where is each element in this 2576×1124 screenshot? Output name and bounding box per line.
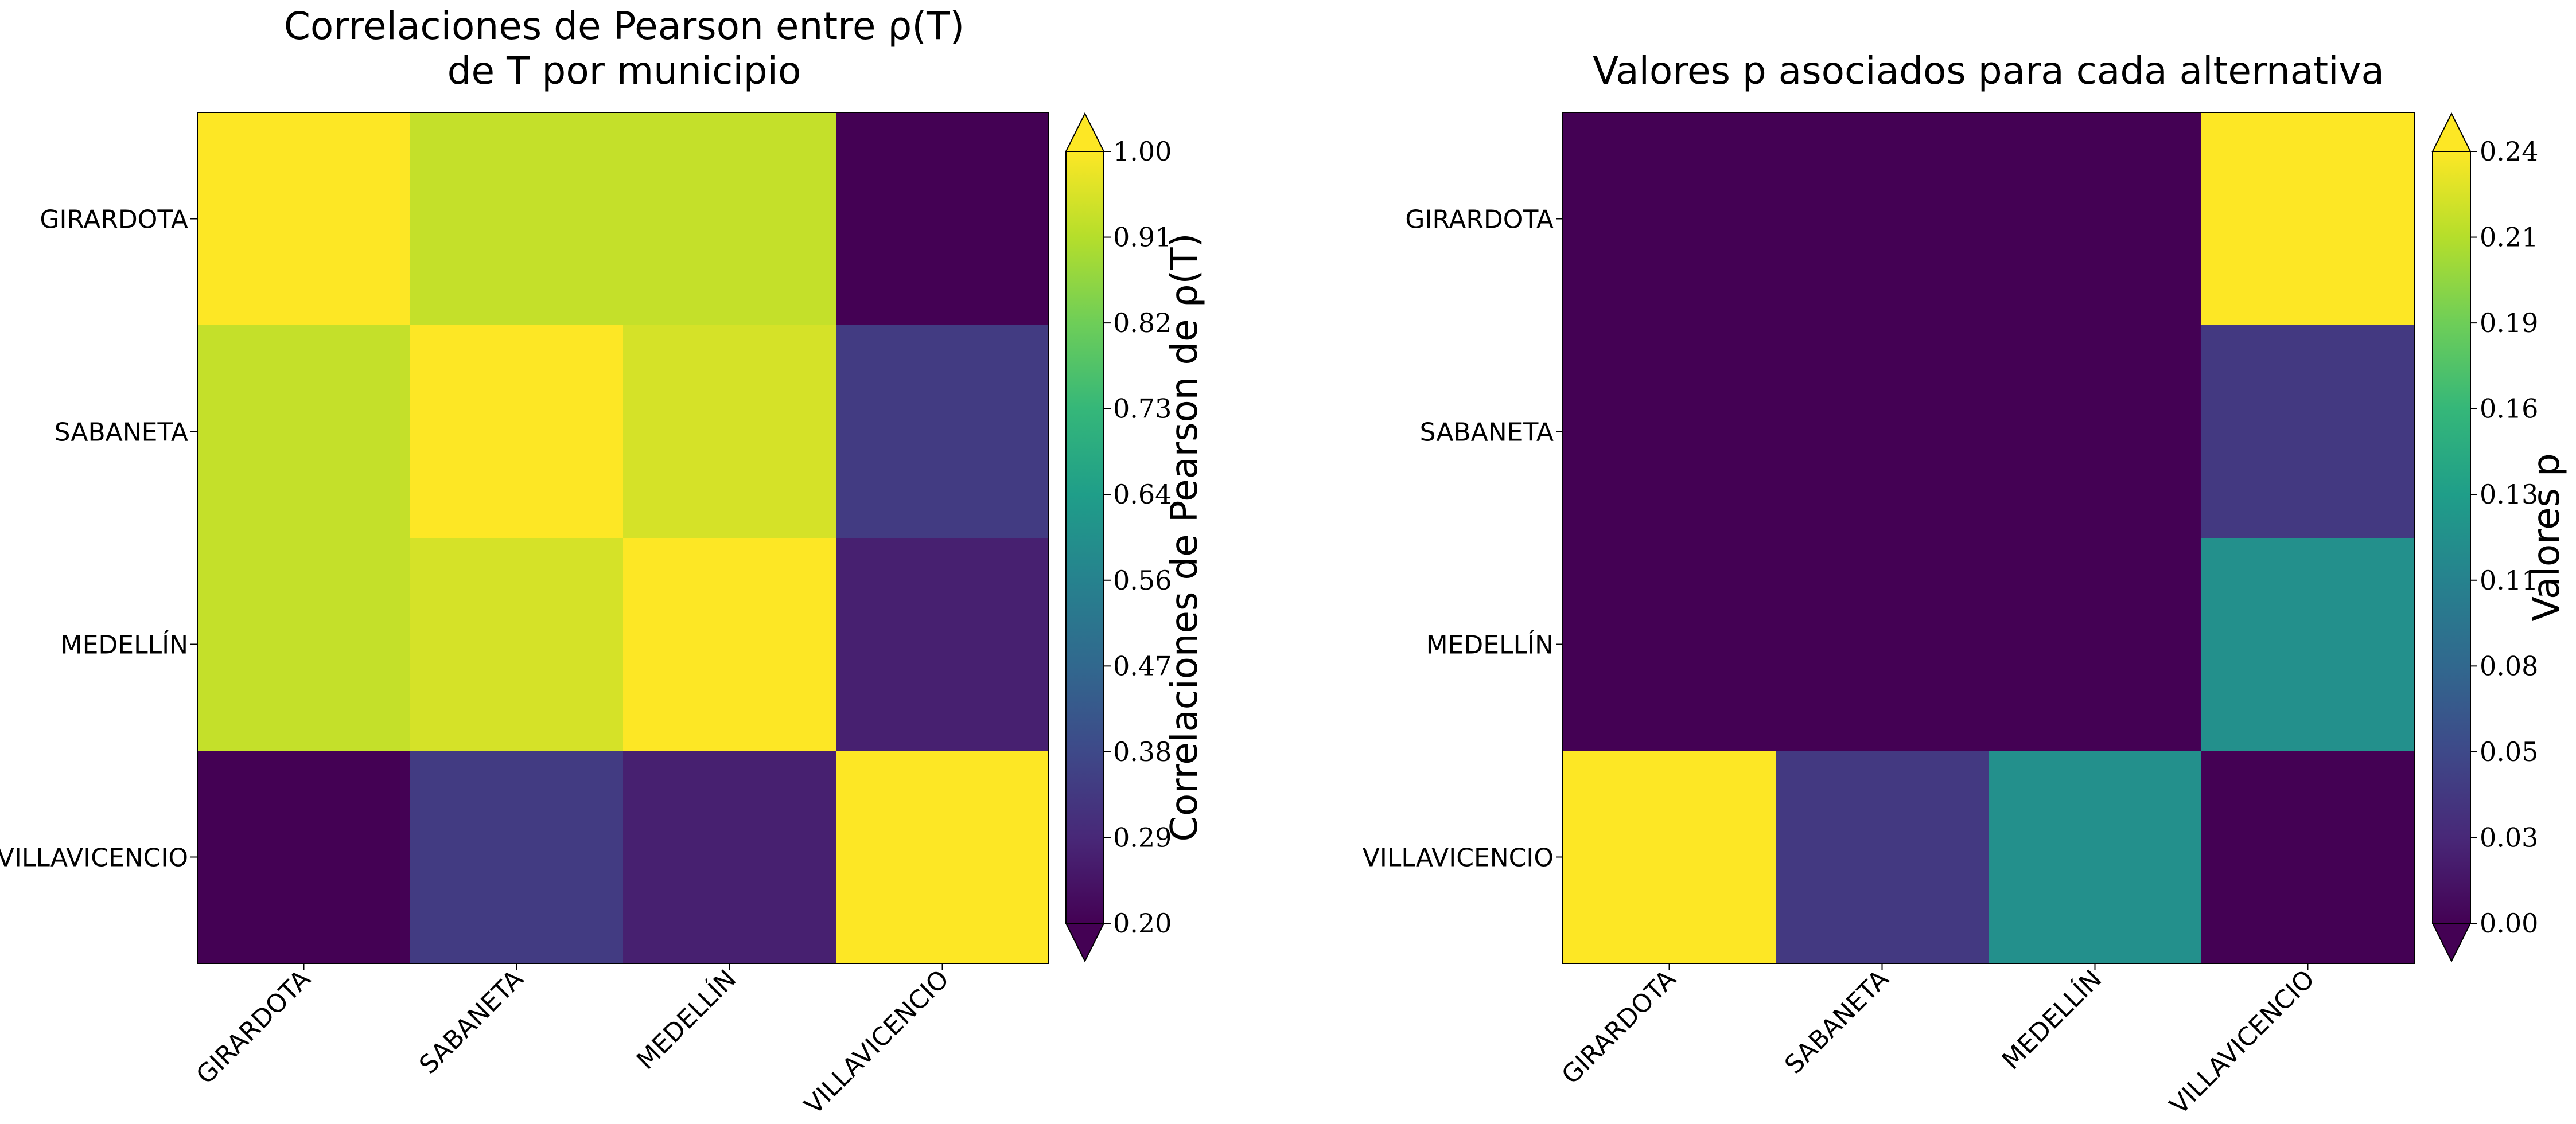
- colorbar-label: Valores p: [2526, 453, 2568, 622]
- colorbar-tick-label: 0.11: [2480, 565, 2538, 596]
- colorbar-tick-label: 0.91: [1113, 222, 1172, 253]
- row-tick-label: SABANETA: [55, 418, 188, 447]
- column-tick-label: SABANETA: [1779, 965, 1894, 1080]
- heatmap-cell: [2201, 538, 2415, 751]
- colorbar-extend-min: [2431, 923, 2472, 963]
- colorbar-tick-label: 0.13: [2480, 479, 2538, 510]
- heatmap-cell: [1563, 751, 1776, 964]
- heatmap-cell: [623, 751, 836, 964]
- colorbar-tick-label: 0.24: [2480, 136, 2538, 167]
- colorbar-tick-label: 0.64: [1113, 479, 1172, 510]
- heatmap-cell: [410, 751, 624, 964]
- column-tick-label: GIRARDOTA: [1556, 965, 1682, 1090]
- heatmap-cell: [410, 112, 624, 326]
- heatmap-cell: [2201, 751, 2415, 964]
- colorbar-ticks: 1.00 0.91 0.82 0.73 0.64 0.56 0.47 0.38 0.29 0.20: [1104, 136, 1172, 939]
- colorbar-tick-label: 0.03: [2480, 822, 2538, 853]
- colorbar-tick-label: 0.20: [1113, 908, 1172, 939]
- row-tick-label: MEDELLÍN: [1426, 630, 1554, 660]
- colorbar-tick-label: 0.05: [2480, 736, 2538, 767]
- colorbar-tick-label: 0.73: [1113, 393, 1172, 424]
- column-tick-label: VILLAVICENCIO: [799, 965, 955, 1121]
- heatmap-cell: [410, 325, 624, 538]
- colorbar-tick-label: 0.00: [2480, 908, 2538, 939]
- colorbar-extend-min: [1065, 923, 1105, 963]
- row-tick-label: VILLAVICENCIO: [1363, 844, 1554, 873]
- heatmap-cell: [197, 325, 411, 538]
- heatmap-cell: [1776, 325, 1989, 538]
- colorbar-gradient: [2433, 151, 2470, 923]
- heatmap-panel-pvalues: Valores p asociados para cada alternativ…: [1363, 49, 2568, 1120]
- column-tick-labels: GIRARDOTA SABANETA MEDELLÍN VILLAVICENCIO: [1556, 963, 2320, 1120]
- colorbar-ticks: 0.24 0.21 0.19 0.16 0.13 0.11 0.08 0.05 0.03 0.00: [2470, 136, 2538, 939]
- colorbar-tick-label: 0.19: [2480, 307, 2538, 338]
- colorbar-tick-label: 0.16: [2480, 393, 2538, 424]
- colorbar: 0.24 0.21 0.19 0.16 0.13 0.11 0.08 0.05 0.03 0.00…: [2431, 112, 2568, 963]
- column-tick-label: MEDELLÍN: [1996, 963, 2108, 1075]
- colorbar-tick-label: 0.08: [2480, 650, 2538, 681]
- heatmap-cell: [197, 112, 411, 326]
- heatmap-cell: [2201, 325, 2415, 538]
- colorbar-extend-max: [2431, 112, 2472, 152]
- row-tick-label: SABANETA: [1420, 418, 1554, 447]
- heatmap-cell: [836, 112, 1049, 326]
- chart-title-line-2: de T por municipio: [448, 49, 801, 93]
- heatmap-cell: [836, 325, 1049, 538]
- row-tick-label: MEDELLÍN: [61, 630, 188, 660]
- chart-title-line-1: Correlaciones de Pearson entre ρ(T): [284, 4, 964, 48]
- chart-title: Valores p asociados para cada alternativ…: [1593, 49, 2384, 93]
- row-tick-label: GIRARDOTA: [40, 205, 188, 235]
- colorbar-tick-label: 0.38: [1113, 736, 1172, 767]
- column-tick-label: GIRARDOTA: [190, 965, 316, 1090]
- heatmap-cell: [1776, 112, 1989, 326]
- heatmap-cell: [1989, 112, 2202, 326]
- colorbar-tick-label: 0.56: [1113, 565, 1172, 596]
- colorbar-tick-label: 0.47: [1113, 650, 1172, 681]
- colorbar-tick-label: 1.00: [1113, 136, 1172, 167]
- colorbar-label: Correlaciones de Pearson de ρ(T): [1164, 233, 1206, 841]
- heatmap-frame: [197, 112, 1049, 964]
- heatmap-cell: [836, 751, 1049, 964]
- heatmap-cell: [1776, 751, 1989, 964]
- heatmap-cell: [1989, 751, 2202, 964]
- row-tick-label: GIRARDOTA: [1405, 205, 1554, 235]
- row-tick-labels: GIRARDOTA SABANETA MEDELLÍN VILLAVICENCIO: [1363, 205, 1563, 873]
- heatmap-cell: [836, 538, 1049, 751]
- heatmap-cell: [1563, 112, 1776, 326]
- colorbar-tick-label: 0.82: [1113, 307, 1172, 338]
- heatmap-cell: [623, 325, 836, 538]
- column-tick-label: SABANETA: [414, 965, 529, 1080]
- heatmap-cell: [1989, 325, 2202, 538]
- heatmap-cell: [197, 538, 411, 751]
- heatmap-cell: [410, 538, 624, 751]
- heatmap-cells: [197, 112, 1049, 964]
- colorbar-frame: [1065, 151, 1104, 924]
- colorbar-tick-label: 0.21: [2480, 222, 2538, 253]
- column-tick-labels: GIRARDOTA SABANETA MEDELLÍN VILLAVICENCIO: [190, 963, 955, 1120]
- heatmap-cell: [623, 538, 836, 751]
- heatmap-cell: [1563, 538, 1776, 751]
- row-tick-labels: GIRARDOTA SABANETA MEDELLÍN VILLAVICENCIO: [0, 205, 197, 873]
- colorbar-gradient: [1066, 151, 1104, 923]
- colorbar-extend-max: [1065, 112, 1105, 152]
- heatmap-cell: [197, 751, 411, 964]
- heatmap-cell: [623, 112, 836, 326]
- column-tick-label: VILLAVICENCIO: [2165, 965, 2321, 1121]
- heatmap-cell: [2201, 112, 2415, 326]
- colorbar: 1.00 0.91 0.82 0.73 0.64 0.56 0.47 0.38 0.29 0.20…: [1065, 112, 1206, 963]
- heatmap-panel-correlations: Correlaciones de Pearson entre ρ(T) de T…: [0, 4, 1206, 1120]
- heatmap-frame: [1562, 112, 2415, 964]
- heatmap-cell: [1563, 325, 1776, 538]
- column-tick-label: MEDELLÍN: [631, 963, 742, 1075]
- heatmap-cells: [1563, 112, 2415, 964]
- colorbar-tick-label: 0.29: [1113, 822, 1172, 853]
- row-tick-label: VILLAVICENCIO: [0, 844, 188, 873]
- colorbar-frame: [2432, 151, 2471, 924]
- heatmap-cell: [1776, 538, 1989, 751]
- heatmap-cell: [1989, 538, 2202, 751]
